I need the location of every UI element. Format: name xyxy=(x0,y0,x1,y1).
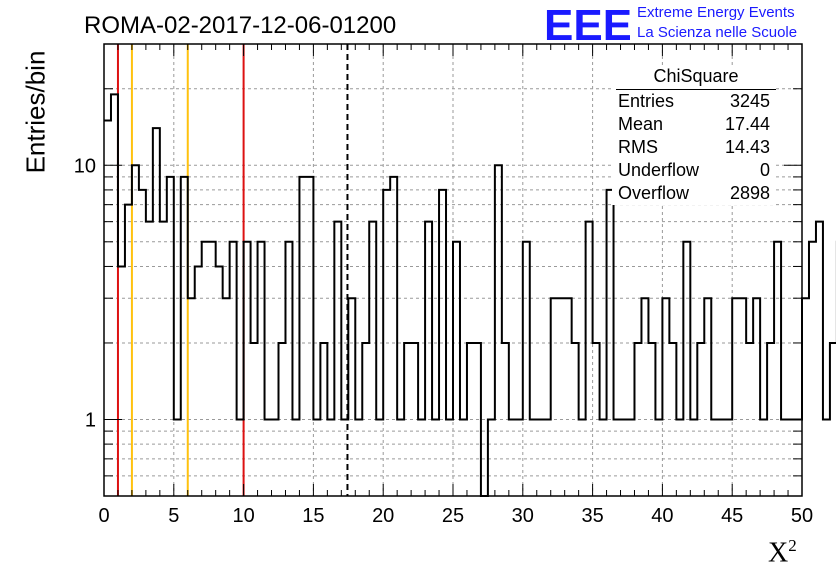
x-tick-label: 45 xyxy=(721,505,743,527)
x-tick-label: 35 xyxy=(581,505,603,527)
x-tick-label: 5 xyxy=(168,505,179,527)
y-tick-label: 1 xyxy=(85,409,96,431)
stats-row: Overflow 2898 xyxy=(612,182,776,205)
chart-title: ROMA-02-2017-12-06-01200 xyxy=(84,12,397,39)
tick-labels: 0 5 10 15 20 25 30 35 40 45 50 1 10 xyxy=(74,155,813,527)
y-axis-label: Entries/bin xyxy=(20,50,51,174)
stats-row: Underflow 0 xyxy=(612,159,776,182)
x-tick-label: 0 xyxy=(98,505,109,527)
eee-logo: EEE xyxy=(544,4,630,44)
stats-box: ChiSquare Entries 3245 Mean 17.44 RMS 14.43… xyxy=(612,66,776,205)
stats-value: 3245 xyxy=(729,91,770,111)
logo-line-2: La Scienza nelle Scuole xyxy=(637,24,798,41)
stats-value: 2898 xyxy=(729,183,770,203)
stats-value: 14.43 xyxy=(724,137,770,157)
stats-label: Mean xyxy=(618,114,664,134)
logo-line-1: Extreme Energy Events xyxy=(637,4,795,21)
x-tick-label: 30 xyxy=(512,505,534,527)
logo-word: EEE xyxy=(544,4,630,44)
stats-value: 0 xyxy=(759,160,770,180)
stats-label: Entries xyxy=(618,91,675,111)
stats-label: Underflow xyxy=(618,160,700,180)
stats-row: Mean 17.44 xyxy=(612,113,776,136)
histogram-line xyxy=(104,93,836,497)
stats-row: Entries 3245 xyxy=(612,90,776,113)
stats-value: 17.44 xyxy=(724,114,770,134)
x-tick-label: 25 xyxy=(442,505,464,527)
x-axis-label-text: X xyxy=(768,537,789,569)
x-tick-label: 40 xyxy=(651,505,673,527)
x-tick-label: 15 xyxy=(302,505,324,527)
grid xyxy=(104,44,802,496)
y-tick-label: 10 xyxy=(74,155,96,177)
stats-label: Overflow xyxy=(618,183,690,203)
x-tick-label: 50 xyxy=(791,505,813,527)
x-tick-label: 20 xyxy=(372,505,394,527)
x-axis-label-exponent: 2 xyxy=(788,536,797,555)
x-tick-label: 10 xyxy=(232,505,254,527)
stats-label: RMS xyxy=(618,137,658,157)
stats-row: RMS 14.43 xyxy=(612,136,776,159)
axis-ticks xyxy=(103,44,803,496)
x-axis-label: X2 xyxy=(768,536,797,569)
stats-title: ChiSquare xyxy=(616,66,776,90)
